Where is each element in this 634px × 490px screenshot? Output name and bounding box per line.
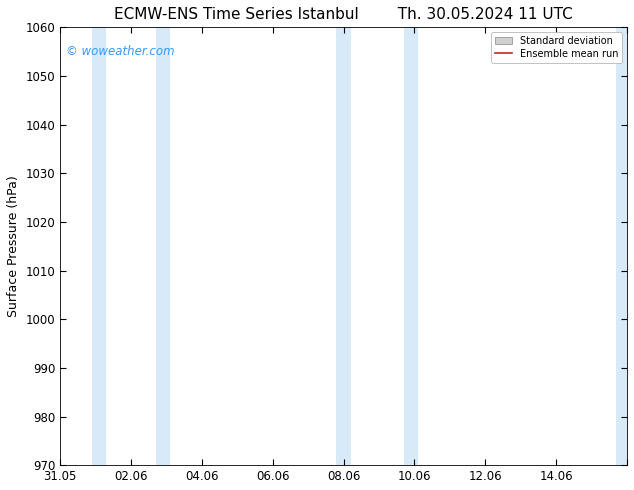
Bar	[92, 27, 106, 465]
Bar	[404, 27, 418, 465]
Bar	[616, 27, 627, 465]
Bar	[156, 27, 170, 465]
Legend: Standard deviation, Ensemble mean run: Standard deviation, Ensemble mean run	[491, 32, 622, 63]
Y-axis label: Surface Pressure (hPa): Surface Pressure (hPa)	[7, 175, 20, 317]
Text: © woweather.com: © woweather.com	[66, 45, 174, 58]
Title: ECMW-ENS Time Series Istanbul        Th. 30.05.2024 11 UTC: ECMW-ENS Time Series Istanbul Th. 30.05.…	[114, 7, 573, 22]
Bar	[337, 27, 351, 465]
